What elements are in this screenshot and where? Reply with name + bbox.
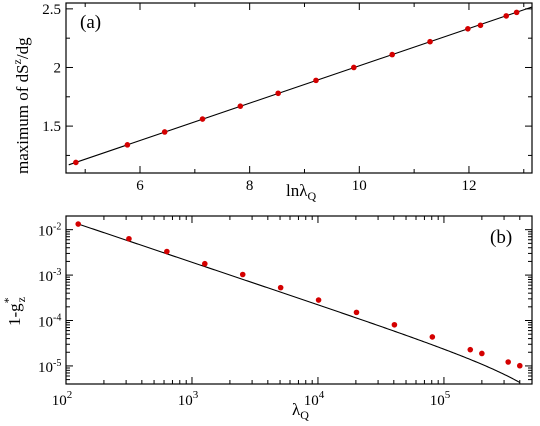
panel-b-frame (65, 215, 533, 385)
panel-b-x-tick-label: 104 (304, 389, 325, 409)
panel-b-data-point (126, 235, 132, 242)
panel-b-data-point (391, 321, 398, 328)
panel-b-y-tick-label: 10-4 (38, 313, 61, 331)
panel-a-y-tick-label: 1.5 (42, 119, 61, 135)
panel-a-y-tick-label: 2 (54, 60, 62, 76)
panel-b-y-tick-label: 10-5 (38, 358, 61, 376)
panel-b-x-tick-label: 103 (178, 389, 199, 409)
panel-a-data-point (389, 51, 396, 58)
panel-b-data-point (75, 221, 82, 227)
panel-b-x-tick-label: 102 (52, 389, 73, 409)
panel-a-x-tick-label: 6 (136, 178, 144, 194)
panel-b-data-point (467, 346, 474, 353)
panel-b-data-point (201, 260, 208, 267)
panel-a-data-point (513, 9, 520, 16)
panel-a-data-point (313, 77, 319, 84)
panel-a-x-tick-label: 10 (352, 178, 367, 194)
panel-a-fit-line (68, 6, 533, 166)
panel-b-x-axis-label: λQ (292, 400, 309, 422)
panel-b-data-point (239, 271, 246, 278)
panel-b-data-point (516, 362, 523, 369)
panel-b-label: (b) (490, 227, 512, 248)
panel-a-x-tick-label: 8 (246, 178, 254, 194)
panel-a-data-point (124, 142, 131, 148)
panel-a-data-point (73, 159, 79, 166)
panel-b-y-tick-label: 10-3 (38, 267, 61, 285)
panel-b: (b) 102 103 104 105 10-5 10-4 10-3 10-2 λQ 1-g*… (1, 215, 533, 422)
panel-a-y-tick-label: 2.5 (42, 2, 61, 18)
panel-b-data-point (277, 284, 284, 291)
panel-a-frame (65, 2, 533, 174)
panel-b-data-point (353, 309, 360, 316)
panel-a-data-point (427, 38, 433, 45)
panel-a-data-point (199, 116, 206, 122)
panel-a-data-point (465, 25, 471, 32)
panel-a-x-tick-label: 12 (461, 178, 476, 194)
panel-b-data-point (315, 297, 322, 303)
panel-a-data-point (477, 22, 484, 29)
panel-a-data-point (275, 90, 281, 97)
panel-a-data-point (161, 129, 168, 135)
panel-a-x-axis-label: lnλQ (286, 181, 316, 203)
panel-a-data-point (503, 13, 510, 19)
panel-a-label: (a) (80, 12, 101, 33)
panel-b-y-tick-label: 10-2 (38, 222, 61, 240)
panel-a-data-point (351, 64, 357, 71)
panel-b-y-axis-label: 1-g*z (1, 297, 28, 326)
panel-b-data-point (479, 350, 485, 357)
panel-a-data-point (237, 103, 244, 109)
panel-b-data-point (164, 248, 170, 255)
panel-b-data-point (429, 334, 436, 340)
panel-a: (a) 6 8 10 12 1.5 2 2.5 lnλQ maximum of dSz/dg (10, 2, 533, 203)
panel-b-data-point (505, 359, 511, 365)
panel-a-y-axis-label: maximum of dSz/dg (10, 37, 32, 174)
panel-b-x-tick-label: 105 (430, 389, 451, 409)
panel-b-fit-curve (78, 223, 521, 384)
